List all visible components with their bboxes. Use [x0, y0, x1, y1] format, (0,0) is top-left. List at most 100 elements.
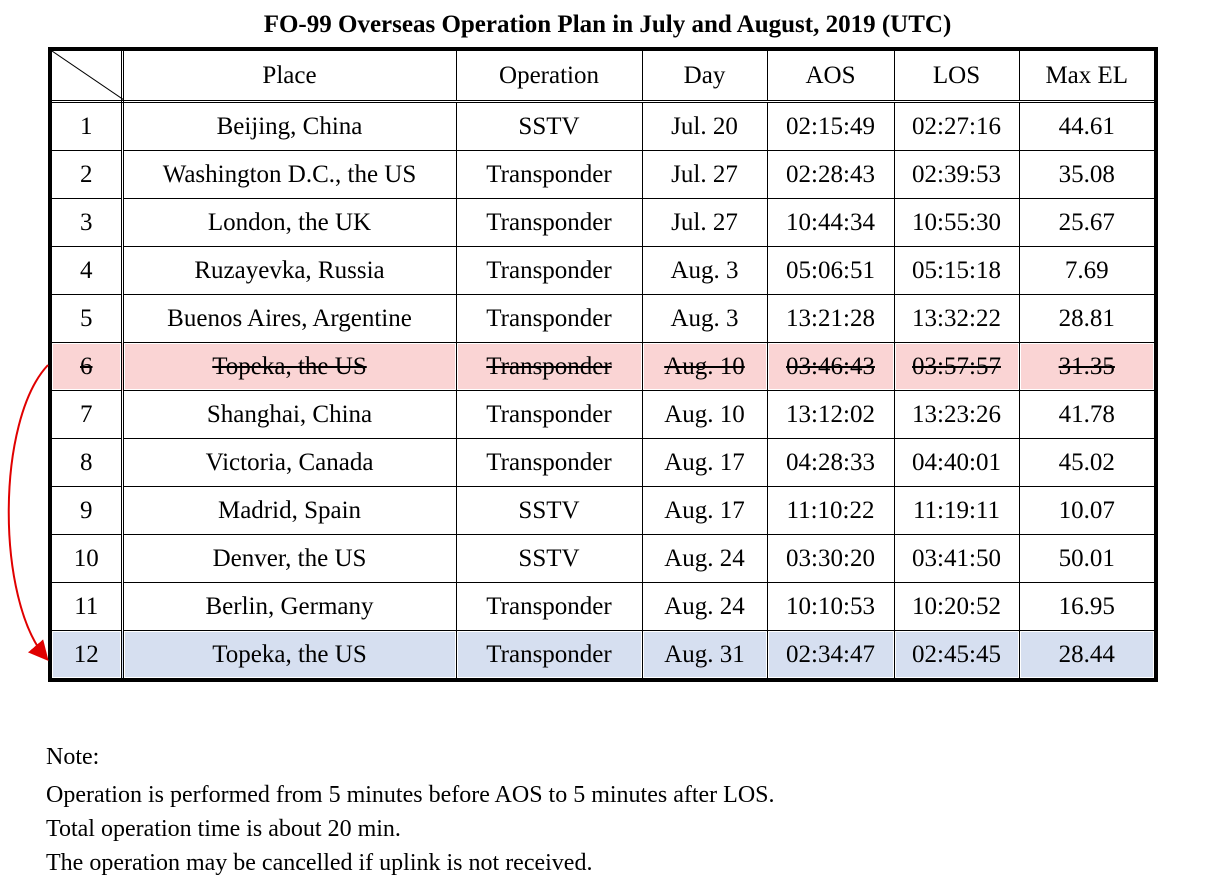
los-cell: 13:23:26 — [893, 390, 1020, 439]
max-el-cell: 7.69 — [1018, 246, 1157, 295]
corner-cell — [49, 48, 124, 103]
table-row: 2 Washington D.C., the US Transponder Jul. … — [49, 150, 1157, 199]
max-el-cell: 41.78 — [1018, 390, 1157, 439]
row-number: 4 — [49, 246, 124, 295]
max-el-cell: 45.02 — [1018, 438, 1157, 487]
table-row: 11 Berlin, Germany Transponder Aug. 24 10:10… — [49, 582, 1157, 631]
aos-cell: 05:06:51 — [766, 246, 895, 295]
day-cell: Aug. 31 — [641, 630, 768, 681]
los-cell: 03:57:57 — [893, 342, 1020, 391]
table-row: 3 London, the UK Transponder Jul. 27 10:44:3… — [49, 198, 1157, 247]
header-aos: AOS — [766, 48, 895, 103]
row-number: 8 — [49, 438, 124, 487]
max-el-cell: 28.81 — [1018, 294, 1157, 343]
operation-cell: SSTV — [455, 101, 643, 151]
row-number: 3 — [49, 198, 124, 247]
operation-plan-table: Place Operation Day AOS LOS Max EL 1 Beij… — [48, 47, 1158, 682]
place-cell: Buenos Aires, Argentine — [121, 294, 457, 343]
los-cell: 04:40:01 — [893, 438, 1020, 487]
day-cell: Jul. 27 — [641, 150, 768, 199]
table-row: 6 Topeka, the US Transponder Aug. 10 03:46:4… — [49, 342, 1157, 391]
operation-cell: Transponder — [455, 438, 643, 487]
max-el-cell: 44.61 — [1018, 101, 1157, 151]
max-el-cell: 50.01 — [1018, 534, 1157, 583]
los-cell: 10:20:52 — [893, 582, 1020, 631]
max-el-cell: 31.35 — [1018, 342, 1157, 391]
aos-cell: 02:28:43 — [766, 150, 895, 199]
header-max-el: Max EL — [1018, 48, 1157, 103]
row-number: 11 — [49, 582, 124, 631]
place-cell: Denver, the US — [121, 534, 457, 583]
header-los: LOS — [893, 48, 1020, 103]
los-cell: 11:19:11 — [893, 486, 1020, 535]
table-row: 7 Shanghai, China Transponder Aug. 10 13:12:… — [49, 390, 1157, 439]
place-cell: Berlin, Germany — [121, 582, 457, 631]
los-cell: 02:39:53 — [893, 150, 1020, 199]
aos-cell: 02:34:47 — [766, 630, 895, 681]
operation-cell: Transponder — [455, 294, 643, 343]
row-number: 2 — [49, 150, 124, 199]
note-line: The operation may be cancelled if uplink… — [46, 850, 593, 876]
row-number: 10 — [49, 534, 124, 583]
diagonal-line-icon — [52, 51, 124, 100]
operation-cell: SSTV — [455, 486, 643, 535]
los-cell: 05:15:18 — [893, 246, 1020, 295]
row-number: 7 — [49, 390, 124, 439]
day-cell: Aug. 24 — [641, 582, 768, 631]
table-row: 10 Denver, the US SSTV Aug. 24 03:30:20 03:41… — [49, 534, 1157, 583]
operation-cell: Transponder — [455, 390, 643, 439]
day-cell: Aug. 10 — [641, 390, 768, 439]
table-row: 5 Buenos Aires, Argentine Transponder Aug. … — [49, 294, 1157, 343]
page-title: FO-99 Overseas Operation Plan in July an… — [263, 11, 952, 38]
place-cell: Madrid, Spain — [121, 486, 457, 535]
header-place: Place — [121, 48, 457, 103]
operation-cell: SSTV — [455, 534, 643, 583]
day-cell: Aug. 24 — [641, 534, 768, 583]
operation-cell: Transponder — [455, 150, 643, 199]
table-row: 4 Ruzayevka, Russia Transponder Aug. 3 05:06… — [49, 246, 1157, 295]
table-row: 8 Victoria, Canada Transponder Aug. 17 04:28… — [49, 438, 1157, 487]
place-cell: Victoria, Canada — [121, 438, 457, 487]
note-block: Note: Operation is performed from 5 minu… — [46, 740, 775, 880]
row-number: 5 — [49, 294, 124, 343]
place-cell: London, the UK — [121, 198, 457, 247]
table-header-row: Place Operation Day AOS LOS Max EL — [49, 48, 1157, 103]
place-cell: Topeka, the US — [121, 630, 457, 681]
aos-cell: 10:44:34 — [766, 198, 895, 247]
table-row: 9 Madrid, Spain SSTV Aug. 17 11:10:22 11:19:1… — [49, 486, 1157, 535]
day-cell: Jul. 20 — [641, 101, 768, 151]
aos-cell: 02:15:49 — [766, 101, 895, 151]
row-number: 6 — [49, 342, 124, 391]
max-el-cell: 25.67 — [1018, 198, 1157, 247]
day-cell: Aug. 3 — [641, 246, 768, 295]
note-line: Operation is performed from 5 minutes be… — [46, 782, 775, 808]
los-cell: 02:27:16 — [893, 101, 1020, 151]
los-cell: 02:45:45 — [893, 630, 1020, 681]
day-cell: Aug. 17 — [641, 438, 768, 487]
note-line: Total operation time is about 20 min. — [46, 816, 401, 842]
operation-cell: Transponder — [455, 630, 643, 681]
operation-cell: Transponder — [455, 198, 643, 247]
max-el-cell: 35.08 — [1018, 150, 1157, 199]
place-cell: Beijing, China — [121, 101, 457, 151]
day-cell: Aug. 3 — [641, 294, 768, 343]
aos-cell: 03:46:43 — [766, 342, 895, 391]
header-day: Day — [641, 48, 768, 103]
table-row: 1 Beijing, China SSTV Jul. 20 02:15:49 02:27:… — [49, 101, 1157, 151]
max-el-cell: 28.44 — [1018, 630, 1157, 681]
place-cell: Washington D.C., the US — [121, 150, 457, 199]
aos-cell: 13:21:28 — [766, 294, 895, 343]
table-row: 12 Topeka, the US Transponder Aug. 31 02:34:… — [49, 630, 1157, 681]
aos-cell: 10:10:53 — [766, 582, 895, 631]
los-cell: 13:32:22 — [893, 294, 1020, 343]
operation-cell: Transponder — [455, 246, 643, 295]
row-number: 1 — [49, 101, 124, 151]
aos-cell: 11:10:22 — [766, 486, 895, 535]
note-heading: Note: — [46, 744, 100, 770]
day-cell: Aug. 10 — [641, 342, 768, 391]
row-number: 9 — [49, 486, 124, 535]
header-operation: Operation — [455, 48, 643, 103]
max-el-cell: 10.07 — [1018, 486, 1157, 535]
operation-cell: Transponder — [455, 582, 643, 631]
max-el-cell: 16.95 — [1018, 582, 1157, 631]
